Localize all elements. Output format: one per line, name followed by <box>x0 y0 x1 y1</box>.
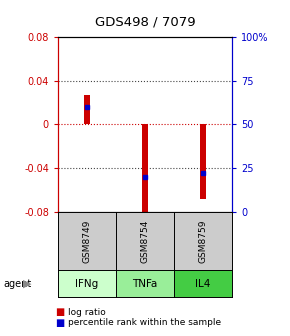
Text: ■: ■ <box>55 307 64 318</box>
Text: percentile rank within the sample: percentile rank within the sample <box>68 318 221 327</box>
Text: GSM8754: GSM8754 <box>140 219 150 263</box>
Text: TNFa: TNFa <box>132 279 158 289</box>
Text: ▶: ▶ <box>23 279 32 289</box>
Text: IL4: IL4 <box>195 279 211 289</box>
Text: ■: ■ <box>55 318 64 328</box>
Text: GDS498 / 7079: GDS498 / 7079 <box>95 15 195 28</box>
Text: IFNg: IFNg <box>75 279 99 289</box>
Bar <box>142 124 148 217</box>
Text: GSM8759: GSM8759 <box>198 219 208 263</box>
Text: agent: agent <box>3 279 31 289</box>
Text: log ratio: log ratio <box>68 308 106 317</box>
Bar <box>200 124 206 199</box>
Text: GSM8749: GSM8749 <box>82 219 92 263</box>
Bar <box>84 95 90 124</box>
